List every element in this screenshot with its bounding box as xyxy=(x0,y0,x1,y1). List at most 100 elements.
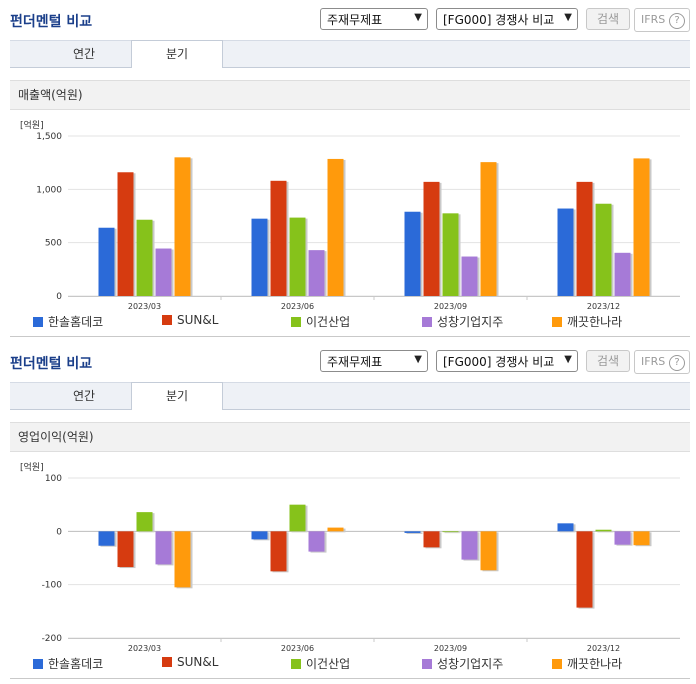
bar[interactable] xyxy=(614,531,631,545)
legend-label: 깨끗한나라 xyxy=(567,315,623,329)
fundamental-panel-revenue: 펀더멘털 비교 주재무제표 ▼ [FG000] 경쟁사 비교 ▼ 검색 IFRS… xyxy=(0,0,696,337)
bar[interactable] xyxy=(270,531,287,572)
peer-select[interactable]: [FG000] 경쟁사 비교 ▼ xyxy=(436,350,578,372)
x-tick-label: 2023/03 xyxy=(128,302,161,311)
bar-shadow xyxy=(444,532,461,534)
bar[interactable] xyxy=(117,172,134,296)
bar[interactable] xyxy=(155,248,172,296)
statement-select[interactable]: 주재무제표 ▼ xyxy=(320,350,428,372)
bar[interactable] xyxy=(98,531,115,546)
bar[interactable] xyxy=(404,211,421,296)
legend-item[interactable]: 한솔홈데코 xyxy=(33,313,103,330)
x-tick-label: 2023/06 xyxy=(281,302,314,311)
bar[interactable] xyxy=(327,527,344,532)
bar-shadow xyxy=(406,532,423,534)
bar[interactable] xyxy=(117,531,134,568)
help-icon[interactable]: ? xyxy=(669,13,685,29)
legend-swatch xyxy=(162,657,172,667)
statement-select[interactable]: 주재무제표 ▼ xyxy=(320,8,428,30)
legend-swatch xyxy=(422,659,432,669)
bar[interactable] xyxy=(404,531,421,533)
legend-label: 한솔홈데코 xyxy=(48,315,104,329)
y-tick-label: 1,000 xyxy=(36,185,62,195)
ifrs-label: IFRS xyxy=(641,13,666,26)
search-button[interactable]: 검색 xyxy=(586,8,630,30)
legend-item[interactable]: 이건산업 xyxy=(291,313,350,330)
legend-swatch xyxy=(33,317,43,327)
bar[interactable] xyxy=(289,217,306,296)
bar[interactable] xyxy=(595,529,612,532)
bar[interactable] xyxy=(480,531,497,571)
bar[interactable] xyxy=(98,227,115,296)
legend-item[interactable]: 성창기업지주 xyxy=(422,313,503,330)
bar[interactable] xyxy=(633,531,650,546)
legend-swatch xyxy=(162,315,172,325)
legend-label: 성창기업지주 xyxy=(437,315,504,329)
bar-shadow xyxy=(597,530,614,533)
chevron-down-icon: ▼ xyxy=(564,354,572,365)
bar[interactable] xyxy=(614,252,631,296)
operating-income-bar-chart: -200 -100 0 100 2023/03 2023/06 2023/09 2023/12 xyxy=(42,474,680,653)
tab-annual[interactable]: 연간 xyxy=(72,47,96,61)
chevron-down-icon: ▼ xyxy=(564,12,572,23)
bar[interactable] xyxy=(270,180,287,296)
bar[interactable] xyxy=(289,504,306,532)
peer-select-value: [FG000] 경쟁사 비교 xyxy=(443,13,555,27)
tab-annual[interactable]: 연간 xyxy=(72,389,96,403)
ifrs-button[interactable]: IFRS ? xyxy=(634,8,690,32)
x-tick-label: 2023/03 xyxy=(128,644,161,653)
chevron-down-icon: ▼ xyxy=(414,354,422,365)
legend-item[interactable]: 한솔홈데코 xyxy=(33,655,103,672)
bar[interactable] xyxy=(308,531,325,552)
chevron-down-icon: ▼ xyxy=(414,12,422,23)
x-tick-label: 2023/12 xyxy=(587,302,620,311)
bar[interactable] xyxy=(557,523,574,532)
bar[interactable] xyxy=(595,203,612,296)
period-tabs: 연간 분기 xyxy=(10,40,690,68)
bar[interactable] xyxy=(251,531,268,540)
tab-quarterly[interactable]: 분기 xyxy=(131,382,223,410)
legend-item[interactable]: 성창기업지주 xyxy=(422,655,503,672)
bar[interactable] xyxy=(633,158,650,296)
legend-swatch xyxy=(291,317,301,327)
bar[interactable] xyxy=(442,213,459,296)
bar[interactable] xyxy=(327,158,344,296)
bar[interactable] xyxy=(174,531,191,588)
bar[interactable] xyxy=(557,208,574,296)
bar[interactable] xyxy=(308,250,325,296)
x-tick-label: 2023/06 xyxy=(281,644,314,653)
bar[interactable] xyxy=(423,181,440,296)
legend-item[interactable]: SUN&L xyxy=(162,313,218,327)
legend-item[interactable]: 깨끗한나라 xyxy=(552,655,622,672)
bar[interactable] xyxy=(251,218,268,296)
bar[interactable] xyxy=(576,181,593,296)
panel-header: 펀더멘털 비교 주재무제표 ▼ [FG000] 경쟁사 비교 ▼ 검색 IFRS… xyxy=(0,0,696,40)
chart-legend: 한솔홈데코 SUN&L 이건산업 성창기업지주 깨끗한나라 xyxy=(0,655,696,675)
bar[interactable] xyxy=(576,531,593,608)
y-tick-label: 500 xyxy=(45,239,62,249)
legend-item[interactable]: SUN&L xyxy=(162,655,218,669)
search-button[interactable]: 검색 xyxy=(586,350,630,372)
bar[interactable] xyxy=(174,157,191,296)
peer-select[interactable]: [FG000] 경쟁사 비교 ▼ xyxy=(436,8,578,30)
y-tick-label: 100 xyxy=(45,474,62,484)
legend-item[interactable]: 이건산업 xyxy=(291,655,350,672)
ifrs-button[interactable]: IFRS ? xyxy=(634,350,690,374)
bar[interactable] xyxy=(155,531,172,565)
help-icon[interactable]: ? xyxy=(669,355,685,371)
panel-divider xyxy=(10,678,690,679)
bar[interactable] xyxy=(136,219,153,296)
bar[interactable] xyxy=(461,256,478,296)
panel-divider xyxy=(10,336,690,337)
bar[interactable] xyxy=(442,531,459,533)
legend-swatch xyxy=(291,659,301,669)
legend-item[interactable]: 깨끗한나라 xyxy=(552,313,622,330)
bar[interactable] xyxy=(136,512,153,532)
legend-label: 이건산업 xyxy=(306,315,351,329)
bar[interactable] xyxy=(480,162,497,296)
y-tick-label: -100 xyxy=(42,581,63,591)
bar[interactable] xyxy=(423,531,440,548)
bar[interactable] xyxy=(461,531,478,560)
metric-label: 영업이익(억원) xyxy=(10,422,690,452)
tab-quarterly[interactable]: 분기 xyxy=(131,40,223,68)
